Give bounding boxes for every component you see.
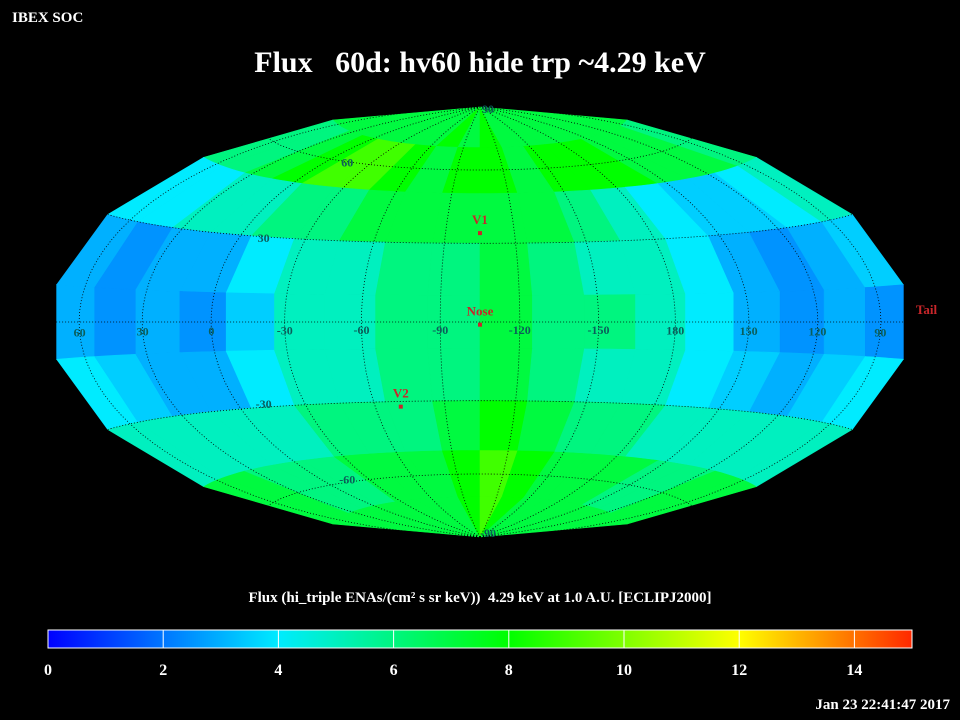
meridian [78, 106, 481, 538]
meridian [284, 106, 481, 538]
meridian [479, 106, 676, 538]
flux-cell [479, 348, 533, 402]
colorbar-tick-label: 4 [274, 662, 282, 679]
meridian [479, 106, 882, 538]
flux-cell [584, 294, 636, 350]
lon-tick-label: -30 [277, 323, 293, 337]
colorbar-tick-label: 14 [846, 662, 862, 679]
colorbar-tick-label: 6 [390, 662, 398, 679]
colorbar [47, 629, 913, 649]
lon-tick-label: 30 [137, 325, 149, 339]
colorbar-tick-label: 10 [616, 662, 632, 679]
parallel [264, 135, 696, 171]
parallel [264, 473, 696, 509]
lon-tick-label: 0 [208, 324, 214, 338]
marker-label: V1 [472, 212, 488, 227]
colorbar-label: Flux (hi_triple ENAs/(cm² s sr keV)) 4.2… [248, 590, 711, 606]
lon-tick-label: 180 [666, 323, 684, 337]
lat-tick-label: 30 [258, 231, 270, 245]
marker-label: V2 [393, 386, 409, 401]
flux-cell [427, 348, 481, 402]
colorbar-tick-label: 0 [44, 662, 52, 679]
flux-cell [479, 242, 533, 296]
flux-cell [427, 242, 481, 296]
meridian [141, 106, 481, 538]
colorbar-tick-label: 12 [731, 662, 747, 679]
marker-label: Nose [467, 304, 494, 319]
lat-tick-label: -60 [339, 473, 355, 487]
marker [478, 322, 482, 327]
map: 60 30 0 -30 -60 -90 -120 -150 180 150 120 90 90 60 30 -… [50, 102, 938, 540]
meridian [210, 106, 481, 538]
lat-tick-label: 90 [482, 102, 494, 116]
flux-cell [532, 294, 585, 350]
lon-tick-label: -90 [432, 323, 448, 337]
meridian [479, 106, 750, 538]
lon-tick-label: -60 [354, 323, 370, 337]
flux-cell [94, 287, 137, 357]
marker [478, 231, 482, 236]
lon-tick-label: 120 [808, 325, 826, 339]
colorbar-tick-label: 8 [505, 662, 513, 679]
marker-label: Tail [916, 302, 938, 317]
marker [398, 404, 403, 409]
lon-tick-label: 150 [740, 324, 758, 338]
timestamp: Jan 23 22:41:47 2017 [815, 697, 950, 713]
flux-cell [179, 291, 227, 353]
flux-cell [375, 241, 433, 296]
chart-title: Flux 60d: hv60 hide trp ~4.29 keV [254, 46, 706, 79]
lat-tick-label: -30 [256, 397, 272, 411]
lat-tick-label: -90 [480, 526, 496, 540]
header: IBEX SOC [12, 10, 83, 26]
lat-tick-label: 60 [341, 155, 353, 169]
lon-tick-label: -150 [587, 323, 609, 337]
colorbar-tick-label: 2 [159, 662, 167, 679]
meridian [479, 106, 819, 538]
lon-tick-label: -120 [509, 323, 531, 337]
lon-tick-label: 60 [74, 326, 86, 340]
lon-tick-label: 90 [874, 326, 886, 340]
